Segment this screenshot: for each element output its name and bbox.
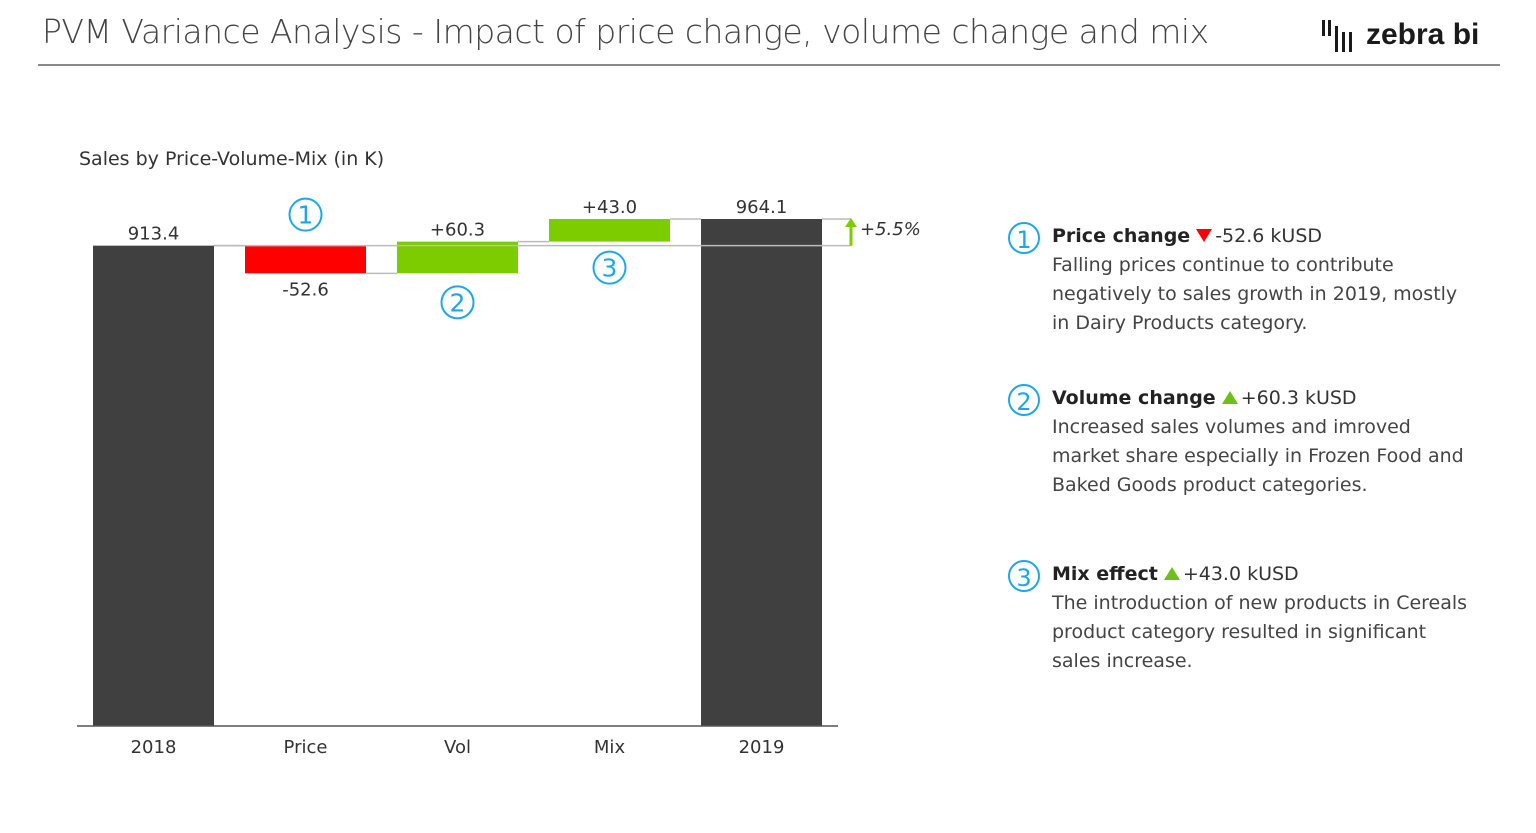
note-heading: Volume change +60.3 kUSD	[1052, 384, 1478, 413]
note-heading: Mix effect +43.0 kUSD	[1052, 560, 1478, 589]
waterfall-chart: 913.4 2018 -52.6 Price 1 +60.3 Vol 2 +43.0 Mix 3 96…	[77, 197, 921, 758]
bar-2018	[93, 245, 214, 727]
category-label: Price	[284, 737, 328, 758]
note-1: 1 Price change -52.6 kUSD Falling prices …	[1008, 222, 1478, 338]
bar-vol	[397, 241, 518, 274]
marker-circle	[592, 250, 627, 285]
marker-circle	[440, 285, 475, 320]
category-label: Vol	[444, 737, 471, 758]
data-label: 964.1	[736, 197, 788, 218]
category-label: Mix	[594, 737, 626, 758]
note-heading: Price change -52.6 kUSD	[1052, 222, 1478, 251]
marker-number: 3	[602, 254, 618, 283]
category-label: 2018	[131, 737, 177, 758]
note-text: The introduction of new products in Cere…	[1052, 592, 1468, 672]
triangle-up-icon	[1163, 567, 1180, 580]
note-text: Falling prices continue to contribute ne…	[1052, 254, 1458, 334]
variance-percent: +5.5%	[860, 219, 921, 240]
note-value: -52.6 kUSD	[1215, 225, 1323, 247]
category-label: 2019	[739, 737, 785, 758]
data-label: +43.0	[582, 197, 637, 218]
marker-circle	[288, 197, 323, 232]
page-title: PVM Variance Analysis - Impact of price …	[42, 12, 1209, 51]
arrow-up-icon	[845, 218, 857, 227]
zebra-bi-logo: zebra bi	[1320, 18, 1479, 52]
note-number-badge: 1	[1008, 222, 1040, 254]
note-2: 2 Volume change +60.3 kUSD Increased sale…	[1008, 384, 1478, 500]
note-number-badge: 2	[1008, 384, 1040, 416]
note-3: 3 Mix effect +43.0 kUSD The introduction …	[1008, 560, 1478, 676]
bar-mix	[549, 219, 670, 242]
zebra-bars-icon	[1322, 20, 1352, 52]
header-divider	[38, 64, 1500, 66]
chart-title: Sales by Price-Volume-Mix (in K)	[79, 148, 385, 170]
logo-text: zebra bi	[1366, 18, 1480, 51]
note-title: Volume change	[1052, 387, 1216, 409]
data-label: -52.6	[282, 279, 329, 300]
bar-price	[245, 245, 366, 274]
triangle-down-icon	[1196, 229, 1213, 242]
marker-number: 2	[450, 288, 466, 317]
note-value: +43.0 kUSD	[1182, 563, 1299, 585]
note-value: +60.3 kUSD	[1240, 387, 1357, 409]
data-label: 913.4	[128, 224, 180, 245]
note-title: Price change	[1052, 225, 1191, 247]
data-label: +60.3	[430, 220, 485, 241]
note-text: Increased sales volumes and imroved mark…	[1052, 416, 1464, 496]
triangle-up-icon	[1221, 391, 1238, 404]
note-number-badge: 3	[1008, 560, 1040, 592]
marker-number: 1	[298, 201, 314, 230]
note-title: Mix effect	[1052, 563, 1158, 585]
bar-2019	[701, 219, 822, 726]
